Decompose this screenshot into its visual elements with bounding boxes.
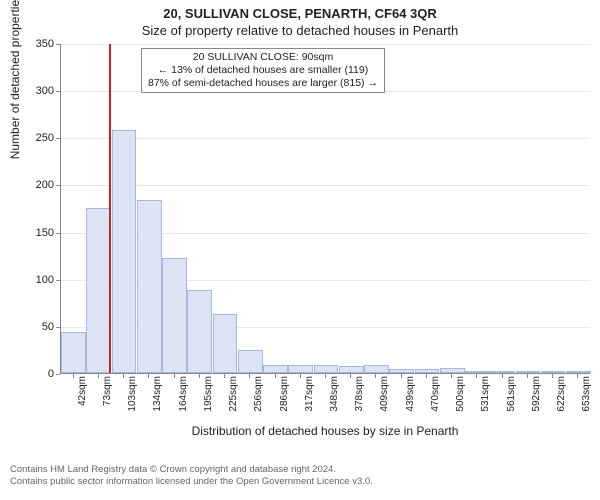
page-subtitle: Size of property relative to detached ho…	[0, 23, 600, 38]
y-tick-label: 200	[14, 179, 54, 191]
histogram-bar	[415, 369, 440, 373]
annotation-line: ← 13% of detached houses are smaller (11…	[148, 64, 378, 77]
x-tick-mark	[275, 374, 276, 378]
x-tick-mark	[350, 374, 351, 378]
attribution-footer: Contains HM Land Registry data © Crown c…	[10, 464, 373, 488]
histogram-bar	[137, 200, 162, 373]
histogram-bar	[339, 366, 364, 373]
y-tick-label: 300	[14, 85, 54, 97]
x-tick-mark	[148, 374, 149, 378]
footer-line-1: Contains HM Land Registry data © Crown c…	[10, 464, 373, 476]
x-tick-label: 653sqm	[581, 376, 592, 422]
x-tick-label: 286sqm	[279, 376, 290, 422]
histogram-bar	[314, 365, 339, 373]
histogram-bar	[516, 371, 541, 373]
grid-line	[61, 44, 590, 45]
x-tick-mark	[224, 374, 225, 378]
y-tick-label: 50	[14, 321, 54, 333]
x-tick-label: 409sqm	[379, 376, 390, 422]
x-tick-mark	[552, 374, 553, 378]
x-tick-label: 103sqm	[127, 376, 138, 422]
grid-line	[61, 185, 590, 186]
x-tick-mark	[577, 374, 578, 378]
histogram-chart: Number of detached properties 20 SULLIVA…	[0, 44, 600, 440]
x-tick-mark	[476, 374, 477, 378]
histogram-bar	[440, 368, 465, 373]
x-tick-mark	[527, 374, 528, 378]
x-tick-label: 470sqm	[430, 376, 441, 422]
histogram-bar	[541, 371, 566, 373]
x-tick-label: 42sqm	[77, 376, 88, 422]
x-tick-label: 500sqm	[455, 376, 466, 422]
y-tick-mark	[56, 185, 60, 186]
x-tick-label: 531sqm	[480, 376, 491, 422]
x-tick-mark	[199, 374, 200, 378]
y-tick-mark	[56, 91, 60, 92]
x-tick-label: 378sqm	[354, 376, 365, 422]
histogram-bar	[213, 314, 238, 373]
annotation-line: 20 SULLIVAN CLOSE: 90sqm	[148, 51, 378, 64]
x-tick-mark	[451, 374, 452, 378]
x-tick-mark	[300, 374, 301, 378]
x-tick-mark	[98, 374, 99, 378]
annotation-line: 87% of semi-detached houses are larger (…	[148, 77, 378, 90]
x-tick-mark	[401, 374, 402, 378]
histogram-bar	[364, 365, 389, 373]
histogram-bar	[187, 290, 212, 373]
histogram-bar	[465, 371, 490, 373]
footer-line-2: Contains public sector information licen…	[10, 476, 373, 488]
chart-header: 20, SULLIVAN CLOSE, PENARTH, CF64 3QR Si…	[0, 0, 600, 38]
histogram-bar	[566, 371, 591, 373]
x-tick-label: 592sqm	[531, 376, 542, 422]
x-tick-mark	[73, 374, 74, 378]
x-tick-label: 256sqm	[253, 376, 264, 422]
x-tick-mark	[174, 374, 175, 378]
y-tick-label: 0	[14, 368, 54, 380]
x-tick-label: 73sqm	[102, 376, 113, 422]
histogram-bar	[263, 365, 288, 373]
x-tick-mark	[502, 374, 503, 378]
x-tick-label: 622sqm	[556, 376, 567, 422]
x-tick-label: 164sqm	[178, 376, 189, 422]
histogram-bar	[162, 258, 187, 373]
x-axis-label: Distribution of detached houses by size …	[60, 424, 590, 438]
y-tick-mark	[56, 233, 60, 234]
y-tick-mark	[56, 138, 60, 139]
x-tick-label: 317sqm	[304, 376, 315, 422]
histogram-bar	[112, 130, 137, 373]
x-tick-label: 134sqm	[152, 376, 163, 422]
x-tick-mark	[325, 374, 326, 378]
x-tick-label: 561sqm	[506, 376, 517, 422]
x-tick-mark	[375, 374, 376, 378]
property-marker-line	[109, 44, 111, 373]
x-tick-label: 439sqm	[405, 376, 416, 422]
histogram-bar	[86, 208, 111, 373]
histogram-bar	[288, 365, 313, 373]
x-tick-label: 195sqm	[203, 376, 214, 422]
y-tick-label: 350	[14, 38, 54, 50]
y-tick-mark	[56, 374, 60, 375]
y-tick-mark	[56, 280, 60, 281]
x-tick-mark	[426, 374, 427, 378]
page-title: 20, SULLIVAN CLOSE, PENARTH, CF64 3QR	[0, 6, 600, 21]
histogram-bar	[389, 369, 414, 373]
x-tick-mark	[123, 374, 124, 378]
x-tick-label: 225sqm	[228, 376, 239, 422]
histogram-bar	[490, 371, 515, 373]
x-tick-label: 348sqm	[329, 376, 340, 422]
y-tick-label: 150	[14, 227, 54, 239]
x-tick-mark	[249, 374, 250, 378]
grid-line	[61, 138, 590, 139]
histogram-bar	[61, 332, 86, 373]
histogram-bar	[238, 350, 263, 373]
y-tick-mark	[56, 44, 60, 45]
y-tick-label: 250	[14, 132, 54, 144]
y-tick-label: 100	[14, 274, 54, 286]
y-tick-mark	[56, 327, 60, 328]
annotation-box: 20 SULLIVAN CLOSE: 90sqm← 13% of detache…	[141, 48, 385, 93]
plot-area: 20 SULLIVAN CLOSE: 90sqm← 13% of detache…	[60, 44, 590, 374]
